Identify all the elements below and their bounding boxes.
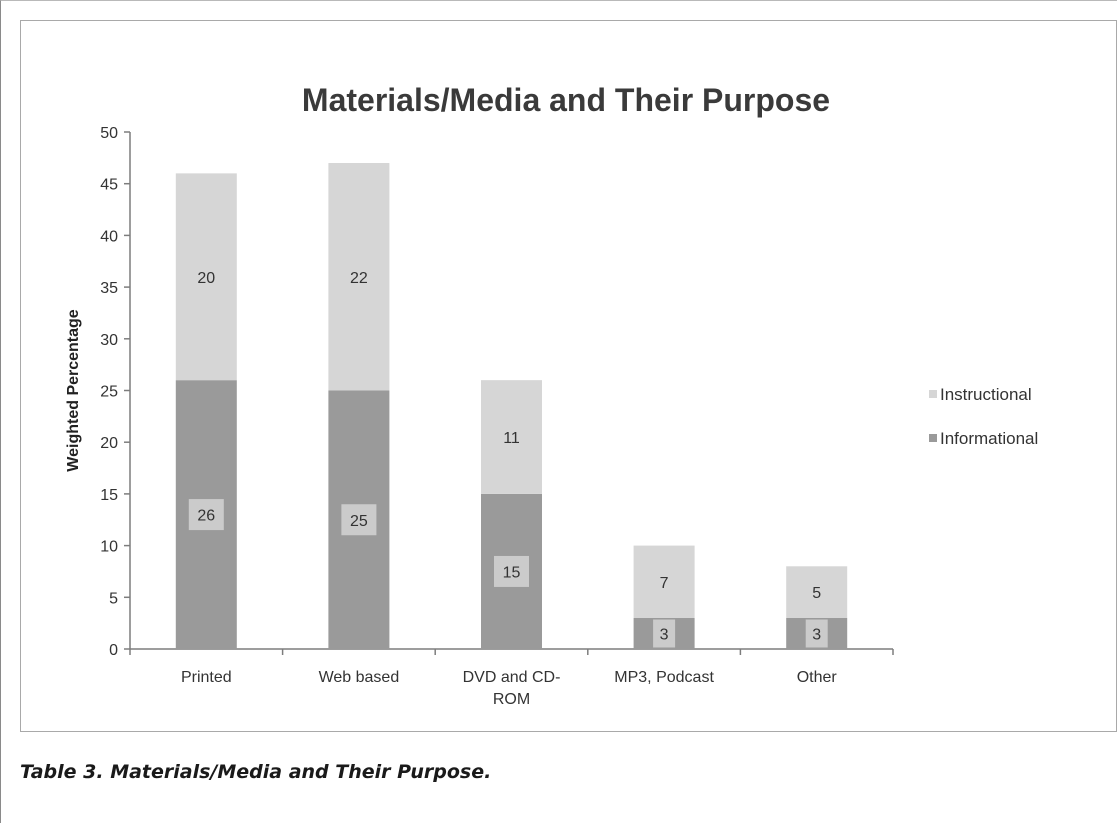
y-tick-label: 25: [100, 384, 118, 401]
x-tick-label: Web based: [319, 669, 400, 686]
chart-container: Materials/Media and Their Purpose Weighte…: [20, 20, 1117, 732]
data-label-informational: 25: [350, 513, 368, 530]
x-tick-label: ROM: [493, 691, 530, 708]
y-axis-label: Weighted Percentage: [65, 309, 82, 472]
data-label-box: [653, 619, 676, 648]
data-label-instructional: 7: [660, 575, 669, 592]
y-tick-label: 10: [100, 539, 118, 556]
bar-instructional: [175, 173, 237, 381]
data-label-instructional: 11: [503, 430, 520, 447]
data-label-informational: 3: [660, 626, 669, 643]
y-tick-label: 45: [100, 177, 118, 194]
data-label-box: [805, 619, 828, 648]
legend-label-instructional: Instructional: [940, 385, 1032, 404]
data-label-instructional: 22: [350, 270, 368, 287]
y-tick-label: 5: [109, 590, 118, 607]
figure-caption: Table 3. Materials/Media and Their Purpo…: [20, 761, 492, 783]
legend-swatch-informational: [929, 434, 937, 442]
chart-title: Materials/Media and Their Purpose: [302, 82, 830, 118]
x-tick-label: DVD and CD-: [463, 669, 561, 686]
y-tick-label: 30: [100, 332, 118, 349]
data-label-box: [341, 504, 377, 536]
y-tick-label: 0: [109, 642, 118, 659]
data-label-box: [494, 555, 529, 587]
bar-instructional: [328, 163, 390, 391]
x-tick-label: MP3, Podcast: [614, 669, 714, 686]
y-tick-label: 20: [100, 435, 118, 452]
data-label-informational: 26: [197, 508, 215, 525]
legend-swatch-instructional: [929, 390, 937, 398]
bar-instructional: [633, 545, 695, 618]
data-label-instructional: 20: [197, 270, 215, 287]
data-label-informational: 3: [812, 626, 821, 643]
bar-instructional: [786, 566, 848, 618]
stacked-bar-chart: Materials/Media and Their Purpose Weighte…: [65, 82, 1038, 708]
x-tick-label: Printed: [181, 669, 232, 686]
y-tick-label: 35: [100, 280, 118, 297]
bar-instructional: [481, 380, 542, 494]
data-label-instructional: 5: [812, 585, 821, 602]
y-tick-label: 40: [100, 228, 118, 245]
data-label-informational: 15: [503, 564, 521, 581]
y-tick-label: 15: [100, 487, 118, 504]
x-tick-label: Other: [797, 669, 838, 686]
legend-label-informational: Informational: [940, 429, 1038, 448]
data-label-box: [188, 499, 224, 531]
y-tick-label: 50: [100, 125, 118, 142]
